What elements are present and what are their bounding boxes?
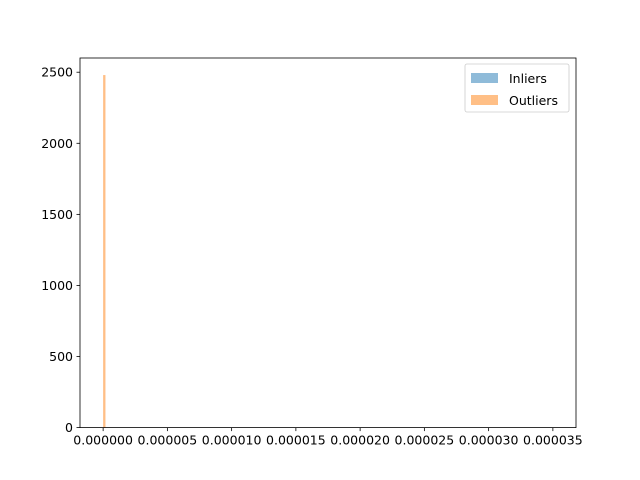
y-tick-label: 0	[65, 420, 73, 435]
axes-background	[80, 58, 576, 428]
y-tick-label: 2500	[41, 65, 73, 80]
y-tick-label: 1000	[41, 278, 73, 293]
x-tick-label: 0.000015	[266, 433, 326, 448]
x-tick-label: 0.000005	[138, 433, 198, 448]
x-axis: 0.000000 0.000005 0.000010 0.000015 0.000020…	[73, 427, 583, 448]
histogram-bars	[103, 75, 106, 428]
legend-label-outliers: Outliers	[509, 93, 558, 108]
x-tick-label: 0.000000	[73, 433, 133, 448]
x-tick-label: 0.000035	[523, 433, 583, 448]
bar-outliers-0	[103, 75, 106, 428]
x-tick-label: 0.000025	[395, 433, 455, 448]
y-axis: 0 500 1000 1500 2000 2500	[41, 65, 80, 435]
x-tick-label: 0.000020	[330, 433, 390, 448]
y-tick-label: 2000	[41, 136, 73, 151]
x-tick-label: 0.000010	[202, 433, 262, 448]
legend: Inliers Outliers	[464, 63, 570, 113]
plot-area: 0.000000 0.000005 0.000010 0.000015 0.000020…	[41, 57, 583, 448]
legend-swatch-outliers	[471, 95, 498, 105]
x-tick-label: 0.000030	[459, 433, 519, 448]
axes-frame	[79, 57, 577, 429]
y-tick-label: 1500	[41, 207, 73, 222]
y-tick-label: 500	[49, 349, 73, 364]
legend-label-inliers: Inliers	[509, 71, 547, 86]
legend-swatch-inliers	[471, 73, 498, 83]
